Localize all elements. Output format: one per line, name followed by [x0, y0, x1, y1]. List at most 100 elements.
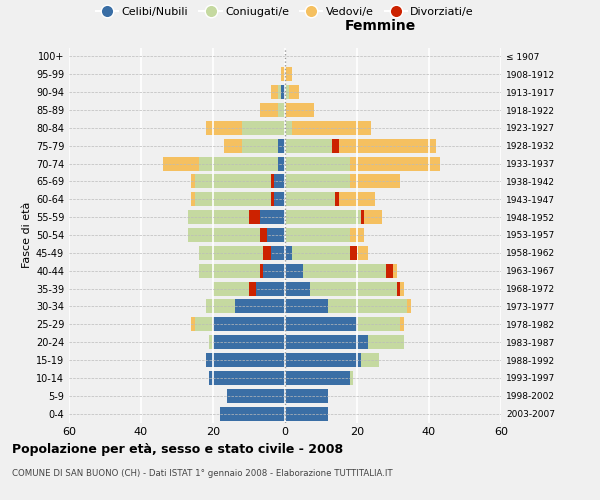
Bar — [163, 156, 199, 170]
Bar — [260, 103, 278, 117]
Bar — [199, 264, 263, 278]
Bar — [281, 85, 285, 99]
Bar — [339, 192, 375, 206]
Bar — [400, 282, 404, 296]
Bar — [263, 246, 271, 260]
Bar — [224, 138, 242, 152]
Bar — [199, 156, 278, 170]
Bar — [386, 264, 393, 278]
Bar — [274, 174, 285, 188]
Bar — [285, 282, 310, 296]
Bar — [199, 246, 271, 260]
Bar — [249, 210, 260, 224]
Bar — [278, 156, 285, 170]
Text: Popolazione per età, sesso e stato civile - 2008: Popolazione per età, sesso e stato civil… — [12, 442, 343, 456]
Bar — [278, 138, 285, 152]
Bar — [285, 138, 339, 152]
Bar — [361, 353, 379, 367]
Bar — [256, 282, 285, 296]
Bar — [350, 246, 357, 260]
Bar — [285, 174, 350, 188]
Y-axis label: Fasce di età: Fasce di età — [22, 202, 32, 268]
Bar — [271, 85, 278, 99]
Bar — [209, 371, 285, 385]
Text: COMUNE DI SAN BUONO (CH) - Dati ISTAT 1° gennaio 2008 - Elaborazione TUTTITALIA.: COMUNE DI SAN BUONO (CH) - Dati ISTAT 1°… — [12, 469, 392, 478]
Bar — [213, 318, 285, 331]
Bar — [267, 228, 285, 242]
Bar — [271, 246, 285, 260]
Bar — [206, 300, 235, 314]
Bar — [213, 282, 256, 296]
Bar — [350, 174, 400, 188]
Bar — [285, 246, 292, 260]
Bar — [285, 228, 350, 242]
Bar — [285, 68, 292, 81]
Bar — [278, 85, 281, 99]
Bar — [332, 138, 339, 152]
Bar — [285, 103, 314, 117]
Legend: Celibi/Nubili, Coniugati/e, Vedovi/e, Divorziati/e: Celibi/Nubili, Coniugati/e, Vedovi/e, Di… — [92, 2, 478, 22]
Bar — [292, 246, 357, 260]
Bar — [220, 406, 285, 420]
Bar — [285, 210, 364, 224]
Bar — [397, 282, 400, 296]
Bar — [281, 68, 285, 81]
Bar — [285, 371, 350, 385]
Bar — [357, 318, 400, 331]
Bar — [213, 335, 285, 349]
Bar — [188, 210, 260, 224]
Bar — [407, 300, 411, 314]
Bar — [350, 371, 353, 385]
Bar — [191, 174, 195, 188]
Bar — [195, 192, 274, 206]
Bar — [400, 318, 404, 331]
Bar — [339, 138, 436, 152]
Bar — [328, 300, 407, 314]
Text: Femmine: Femmine — [344, 18, 416, 32]
Bar — [278, 103, 285, 117]
Bar — [235, 300, 285, 314]
Bar — [285, 335, 368, 349]
Bar — [285, 156, 350, 170]
Bar — [285, 389, 328, 402]
Bar — [206, 353, 285, 367]
Bar — [285, 264, 303, 278]
Bar — [260, 264, 263, 278]
Bar — [260, 210, 285, 224]
Bar — [285, 192, 339, 206]
Bar — [206, 121, 242, 135]
Bar — [292, 121, 371, 135]
Bar — [271, 174, 274, 188]
Bar — [289, 85, 299, 99]
Bar — [227, 389, 285, 402]
Bar — [285, 406, 328, 420]
Bar — [195, 174, 274, 188]
Bar — [242, 138, 278, 152]
Bar — [195, 318, 213, 331]
Bar — [364, 210, 382, 224]
Bar — [285, 121, 292, 135]
Bar — [191, 318, 195, 331]
Bar — [285, 318, 357, 331]
Bar — [242, 121, 285, 135]
Bar — [260, 228, 267, 242]
Bar — [191, 192, 195, 206]
Bar — [271, 192, 274, 206]
Bar — [350, 156, 440, 170]
Bar — [285, 353, 361, 367]
Bar — [335, 192, 339, 206]
Bar — [274, 192, 285, 206]
Bar — [357, 246, 368, 260]
Bar — [350, 228, 364, 242]
Bar — [393, 264, 397, 278]
Bar — [285, 85, 289, 99]
Bar — [209, 335, 213, 349]
Bar — [303, 264, 393, 278]
Bar — [263, 264, 285, 278]
Bar — [285, 300, 328, 314]
Bar — [249, 282, 256, 296]
Bar — [188, 228, 267, 242]
Bar — [310, 282, 400, 296]
Bar — [361, 210, 364, 224]
Bar — [368, 335, 404, 349]
